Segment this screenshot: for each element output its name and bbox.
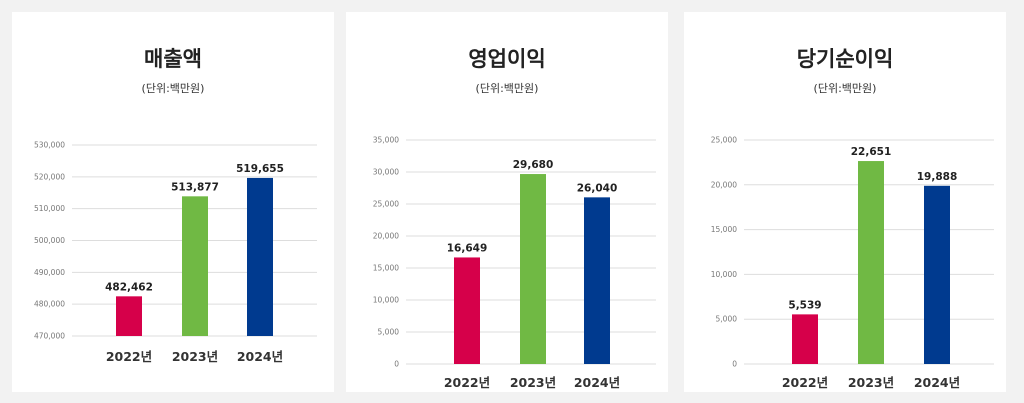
x-category-label: 2023년 bbox=[172, 349, 218, 364]
y-tick-label: 25,000 bbox=[373, 200, 399, 209]
chart-title: 당기순이익 bbox=[797, 47, 894, 71]
y-tick-label: 470,000 bbox=[34, 332, 65, 341]
x-category-label: 2024년 bbox=[914, 375, 960, 390]
bar-2 bbox=[858, 161, 884, 364]
y-tick-label: 490,000 bbox=[34, 268, 65, 277]
chart-title: 매출액 bbox=[144, 47, 202, 71]
value-label: 482,462 bbox=[105, 281, 153, 293]
x-category-label: 2022년 bbox=[106, 349, 152, 364]
y-tick-label: 35,000 bbox=[373, 136, 399, 145]
value-label: 513,877 bbox=[171, 181, 219, 193]
y-tick-label: 20,000 bbox=[373, 232, 399, 241]
y-tick-label: 480,000 bbox=[34, 300, 65, 309]
chart-unit: (단위:백만원) bbox=[814, 82, 877, 95]
x-category-label: 2022년 bbox=[782, 375, 828, 390]
y-tick-label: 0 bbox=[732, 360, 737, 369]
bar-2 bbox=[520, 174, 546, 364]
chart-unit: (단위:백만원) bbox=[142, 82, 205, 95]
y-tick-label: 5,000 bbox=[716, 315, 738, 324]
y-tick-label: 10,000 bbox=[711, 270, 737, 279]
bar-1 bbox=[792, 314, 818, 364]
net-income-chart-panel: 당기순이익 (단위:백만원) 0 5,000 10,000 15,000 20,000 25,… bbox=[684, 12, 1006, 392]
bar-1 bbox=[454, 257, 480, 364]
revenue-chart-panel: 매출액 (단위:백만원) 470,000 480,000 490,000 500,000 5… bbox=[12, 12, 334, 392]
y-tick-label: 530,000 bbox=[34, 141, 65, 150]
chart-svg: 매출액 (단위:백만원) 470,000 480,000 490,000 500,000 5… bbox=[34, 47, 317, 364]
y-tick-label: 5,000 bbox=[378, 328, 400, 337]
y-tick-label: 10,000 bbox=[373, 296, 399, 305]
x-category-label: 2024년 bbox=[574, 375, 620, 390]
y-tick-label: 20,000 bbox=[711, 180, 737, 189]
chart-unit: (단위:백만원) bbox=[476, 82, 539, 95]
y-tick-label: 0 bbox=[394, 360, 399, 369]
value-label: 5,539 bbox=[788, 299, 821, 311]
value-label: 22,651 bbox=[851, 146, 892, 158]
value-label: 16,649 bbox=[447, 242, 488, 254]
bar-3 bbox=[924, 185, 950, 364]
x-category-label: 2022년 bbox=[444, 375, 490, 390]
y-tick-label: 15,000 bbox=[711, 225, 737, 234]
bar-1 bbox=[116, 296, 142, 336]
x-category-label: 2023년 bbox=[848, 375, 894, 390]
bar-2 bbox=[182, 196, 208, 336]
x-category-label: 2024년 bbox=[237, 349, 283, 364]
y-tick-label: 510,000 bbox=[34, 204, 65, 213]
x-category-label: 2023년 bbox=[510, 375, 556, 390]
chart-svg: 영업이익 (단위:백만원) 0 5,000 10,000 15,000 20,000 25,0… bbox=[373, 47, 656, 390]
value-label: 519,655 bbox=[236, 163, 284, 175]
value-label: 29,680 bbox=[513, 159, 554, 171]
y-tick-label: 500,000 bbox=[34, 236, 65, 245]
value-label: 19,888 bbox=[917, 171, 958, 183]
y-tick-label: 15,000 bbox=[373, 264, 399, 273]
value-label: 26,040 bbox=[577, 182, 618, 194]
y-tick-label: 30,000 bbox=[373, 168, 399, 177]
y-tick-label: 25,000 bbox=[711, 136, 737, 145]
chart-svg: 당기순이익 (단위:백만원) 0 5,000 10,000 15,000 20,000 25,… bbox=[711, 47, 994, 390]
y-tick-label: 520,000 bbox=[34, 172, 65, 181]
chart-title: 영업이익 bbox=[468, 47, 545, 71]
bar-3 bbox=[247, 177, 273, 336]
bar-3 bbox=[584, 197, 610, 364]
operating-profit-chart-panel: 영업이익 (단위:백만원) 0 5,000 10,000 15,000 20,000 25,0… bbox=[346, 12, 668, 392]
